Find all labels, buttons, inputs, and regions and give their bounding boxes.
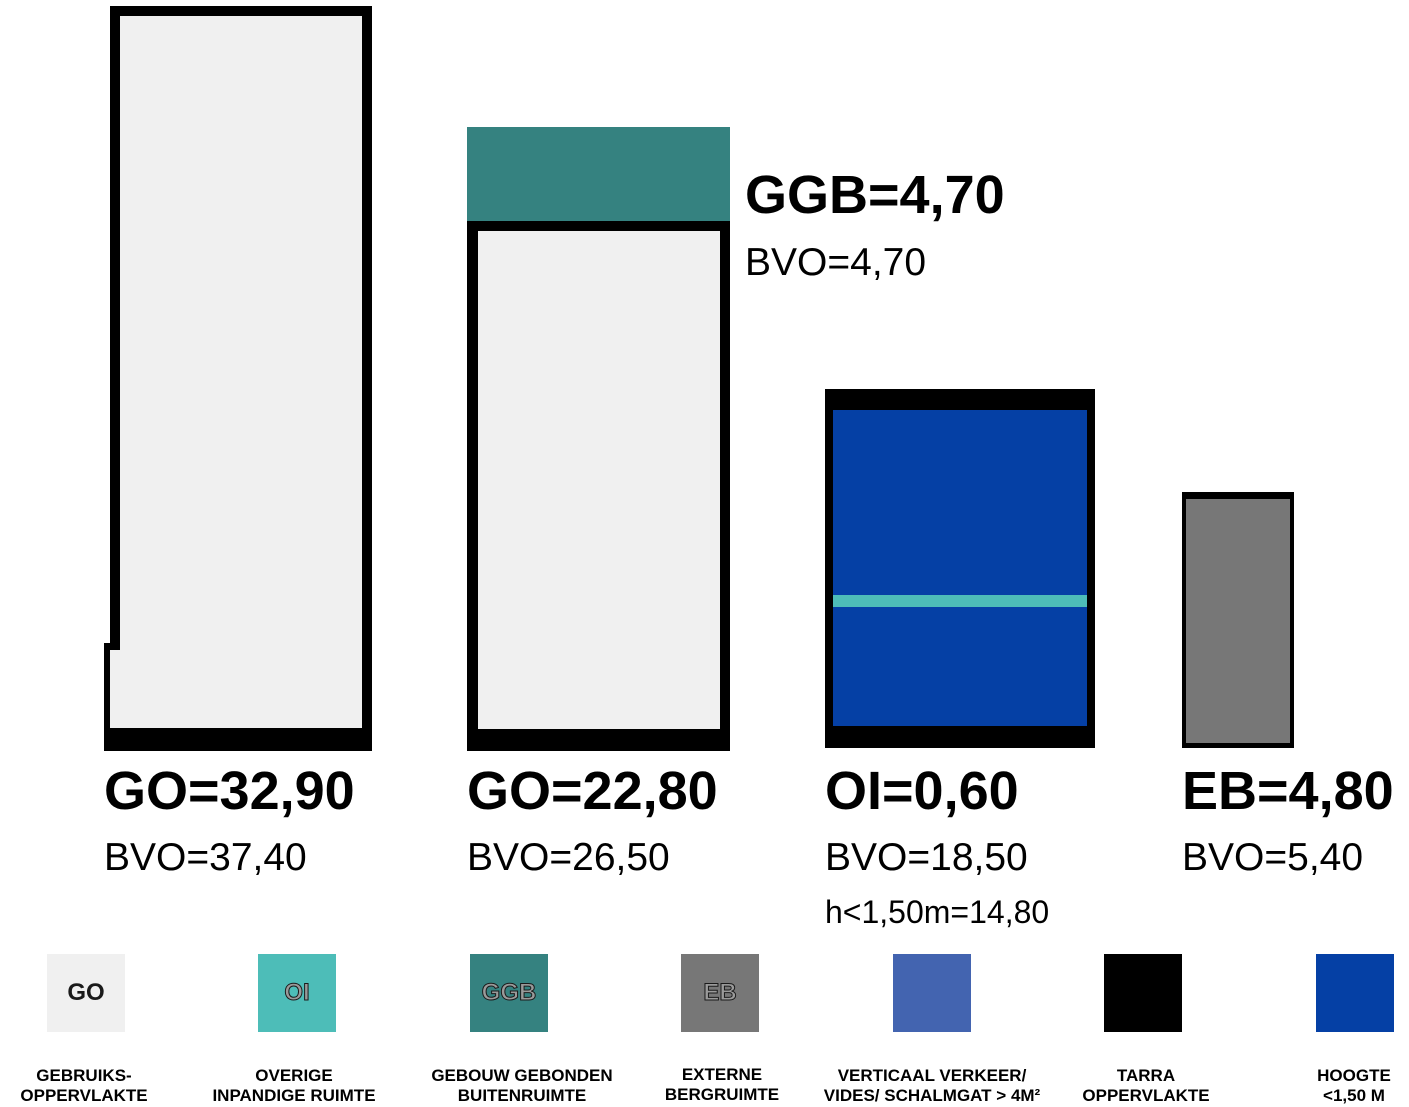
- go-block-2-fill: [478, 231, 720, 729]
- go-block-1-notch-edge: [110, 6, 120, 650]
- legend-vertical-traffic-label: VERTICAAL VERKEER/VIDES/ SCHALMGAT > 4M²: [823, 1066, 1041, 1105]
- legend-ggb-label: GEBOUW GEBONDEN BUITENRUIMTE: [431, 1066, 613, 1105]
- block-2-main-label: GO=22,80: [467, 761, 718, 821]
- block-1-main-label: GO=32,90: [104, 761, 355, 821]
- block-1-bvo-label: BVO=37,40: [104, 836, 307, 879]
- legend-tarra-swatch: [1104, 954, 1182, 1032]
- go-block-1-fill: [110, 16, 362, 728]
- block-4-main-label: EB=4,80: [1182, 761, 1394, 821]
- ggb-main-label: GGB=4,70: [745, 165, 1005, 225]
- legend-ggb-code: GGB: [481, 979, 537, 1007]
- legend-tarra-label: TARRA OPPERVLAKTE: [1082, 1066, 1210, 1105]
- legend-oi-code: OI: [284, 979, 310, 1007]
- block-4-bvo-label: BVO=5,40: [1182, 836, 1364, 879]
- block-3-low-height-label: h<1,50m=14,80: [825, 894, 1050, 930]
- legend-eb-swatch: EB: [681, 954, 759, 1032]
- legend-low-height-swatch: [1316, 954, 1394, 1032]
- go-block-1-notch-fill: [110, 650, 120, 728]
- eb-block-fill: [1186, 499, 1290, 743]
- block-2-bvo-label: BVO=26,50: [467, 836, 670, 879]
- block-3-main-label: OI=0,60: [825, 761, 1019, 821]
- legend-go-label: GEBRUIKS- OPPERVLAKTE: [20, 1066, 148, 1105]
- legend-ggb-swatch: GGB: [470, 954, 548, 1032]
- ggb-bvo-label: BVO=4,70: [745, 241, 927, 284]
- oi-block-low-height-fill: [833, 410, 1087, 726]
- legend-vertical-traffic-swatch: [893, 954, 971, 1032]
- oi-block-strip: [833, 595, 1087, 607]
- legend-eb-label: EXTERNE BERGRUIMTE: [664, 1065, 780, 1104]
- legend-low-height-label: HOOGTE <1,50 M: [1317, 1066, 1391, 1105]
- legend-oi-label: OVERIGE INPANDIGE RUIMTE: [212, 1066, 376, 1105]
- block-3-bvo-label: BVO=18,50: [825, 836, 1028, 879]
- legend-go-swatch: GO: [47, 954, 125, 1032]
- legend-go-code: GO: [67, 979, 105, 1006]
- ggb-block: [467, 127, 730, 221]
- legend-oi-swatch: OI: [258, 954, 336, 1032]
- legend-eb-code: EB: [703, 979, 737, 1007]
- go-block-1-notch: [104, 6, 110, 643]
